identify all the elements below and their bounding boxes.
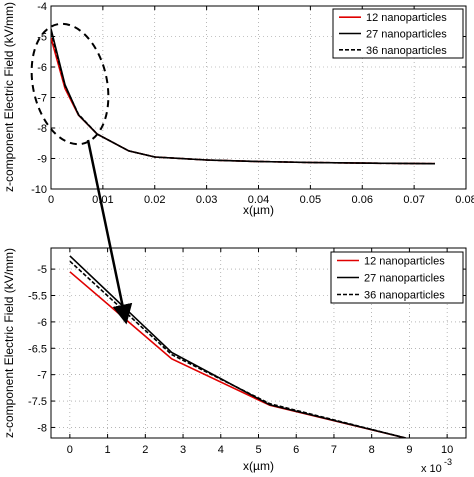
legend: 12 nanoparticles 27 nanoparticles 36 nanop…	[332, 8, 464, 59]
legend-label: 27 nanoparticles	[366, 29, 447, 41]
legend-label: 12 nanoparticles	[366, 12, 447, 24]
x-tick-label: 5	[255, 444, 261, 456]
x-tick-label: 2	[142, 444, 148, 456]
x-tick-label: 4	[218, 444, 224, 456]
legend-label: 12 nanoparticles	[364, 256, 445, 268]
x-axis-label: x(µm)	[243, 459, 274, 473]
y-axis-label: z-component Electric Field (kV/mm)	[2, 248, 16, 438]
y-axis-label: z-component Electric Field (kV/mm)	[2, 2, 16, 192]
x-tick-label: 8	[369, 444, 375, 456]
legend-label: 27 nanoparticles	[364, 273, 445, 285]
legend-label: 36 nanoparticles	[366, 45, 447, 57]
overview-chart: 0 0.01 0.02 0.03 0.04 0.05 0.06 0.07 0.08 -10 -9 -8…	[2, 1, 474, 217]
x-tick-label: 0.05	[300, 194, 321, 206]
y-tick-label: -7.5	[28, 396, 47, 408]
x-tick-label: 0.04	[248, 194, 269, 206]
x-tick-label: 0	[48, 194, 54, 206]
x-tick-label: 0.01	[92, 194, 113, 206]
y-tick-label: -10	[31, 184, 47, 196]
x-tick-label: 3	[180, 444, 186, 456]
x-multiplier-label: x 10	[421, 463, 442, 475]
x-tick-label: 0.02	[144, 194, 165, 206]
y-tick-label: -8	[37, 123, 47, 135]
zoom-chart: 0 1 2 3 4 5 6 7 8 9 10 -8 -7.5 -7 -6.5 -6 -5.5 -5 x(µm) z-c…	[2, 247, 467, 475]
x-tick-label: 6	[293, 444, 299, 456]
x-axis-label: x(µm)	[243, 203, 274, 217]
zoom-region-ellipse	[30, 22, 110, 146]
x-tick-label: 0.03	[196, 194, 217, 206]
legend: 12 nanoparticles 27 nanoparticles 36 nanop…	[330, 251, 464, 304]
x-tick-label: 0.08	[455, 194, 474, 206]
y-tick-label: -5	[37, 264, 47, 276]
y-tick-label: -7	[37, 370, 47, 382]
legend-label: 36 nanoparticles	[364, 290, 445, 302]
y-tick-label: -6.5	[28, 343, 47, 355]
x-tick-label: 0	[67, 444, 73, 456]
series-group	[51, 28, 435, 165]
y-tick-label: -8	[37, 422, 47, 434]
x-tick-label: 1	[105, 444, 111, 456]
zoom-arrow	[86, 139, 133, 325]
y-tick-label: -5.5	[28, 291, 47, 303]
x-tick-label: 10	[441, 444, 453, 456]
y-tick-label: -6	[37, 62, 47, 74]
y-tick-label: -6	[37, 317, 47, 329]
x-multiplier-exponent: -3	[444, 457, 452, 467]
y-tick-label: -7	[37, 93, 47, 105]
x-tick-label: 9	[406, 444, 412, 456]
x-tick-label: 7	[331, 444, 337, 456]
x-tick-label: 0.06	[352, 194, 373, 206]
y-tick-label: -9	[37, 154, 47, 166]
y-tick-label: -4	[37, 1, 47, 13]
x-tick-label: 0.07	[403, 194, 424, 206]
series-line-3	[51, 31, 435, 165]
y-tick-label: -5	[37, 32, 47, 44]
